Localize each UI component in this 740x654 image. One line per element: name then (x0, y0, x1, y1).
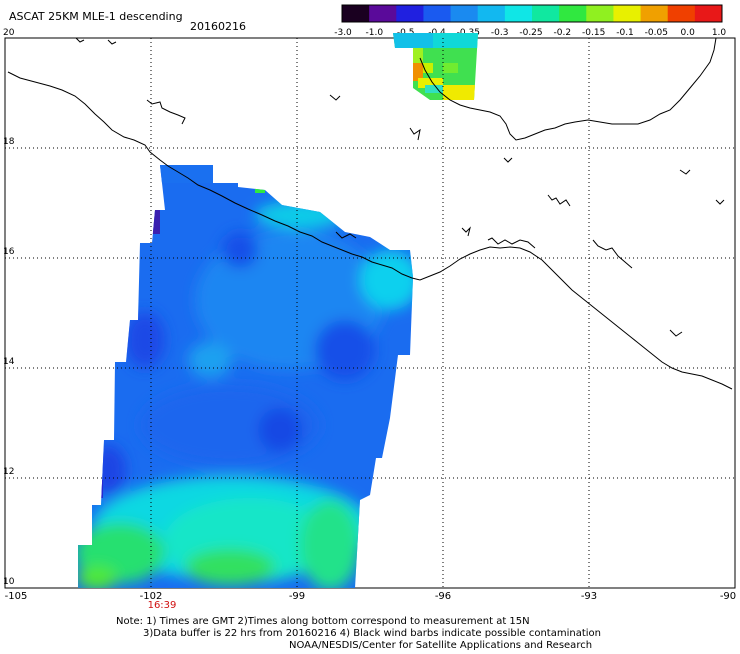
longitude-label: -90 (720, 591, 736, 602)
latitude-label: 14 (3, 357, 15, 367)
pass-time-label: 16:39 (148, 600, 177, 611)
lat-lon-grid (5, 38, 735, 588)
colorbar-swatch (369, 5, 397, 22)
colorbar-swatch (667, 5, 696, 22)
note-line-2: 3)Data buffer is 22 hrs from 20160216 4)… (143, 628, 601, 639)
colorbar-swatch (423, 5, 452, 22)
colorbar-tick-label: -0.1 (616, 28, 634, 38)
latitude-labels: 20 18 16 14 12 10 (3, 28, 15, 587)
map-title: ASCAT 25KM MLE-1 descending (9, 10, 183, 23)
colorbar-swatch (559, 5, 587, 22)
note-line-1: Note: 1) Times are GMT 2)Times along bot… (116, 616, 530, 627)
latitude-label: 18 (3, 137, 15, 147)
colorbar-swatch (640, 5, 669, 22)
colorbar-tick-label: -0.3 (491, 28, 509, 38)
colorbar-tick-label: 1.0 (712, 28, 727, 38)
colorbar-tick-label: -0.05 (645, 28, 668, 38)
longitude-label: -93 (581, 591, 597, 602)
longitude-label: -102 (140, 591, 163, 602)
colorbar-swatch (613, 5, 642, 22)
latitude-label: 12 (3, 467, 14, 477)
latitude-label: 10 (3, 577, 15, 587)
colorbar-tick-label: -0.25 (519, 28, 542, 38)
colorbar-swatch (586, 5, 614, 22)
note-line-3: NOAA/NESDIS/Center for Satellite Applica… (289, 640, 592, 650)
colorbar-swatch (504, 5, 533, 22)
latitude-label: 20 (3, 28, 15, 38)
longitude-label: -99 (289, 591, 305, 602)
colorbar-swatch (342, 5, 370, 22)
coastline (7, 37, 733, 390)
longitude-label: -105 (5, 591, 28, 602)
colorbar-tick-label: -0.2 (554, 28, 572, 38)
colorbar-swatch (477, 5, 506, 22)
colorbar-tick-label: -1.0 (366, 28, 384, 38)
latitude-label: 16 (3, 247, 15, 257)
colorbar-tick-label: -3.0 (334, 28, 352, 38)
longitude-labels: -105 -102 -99 -96 -93 -90 (5, 591, 737, 602)
colorbar-tick-label: 0.0 (681, 28, 696, 38)
map-date: 20160216 (190, 20, 246, 33)
longitude-label: -96 (435, 591, 451, 602)
colorbar-swatch (450, 5, 479, 22)
colorbar-tick-label: -0.15 (582, 28, 605, 38)
colorbar-swatch (532, 5, 560, 22)
colorbar-swatch (396, 5, 424, 22)
colorbar-swatch (694, 5, 723, 22)
